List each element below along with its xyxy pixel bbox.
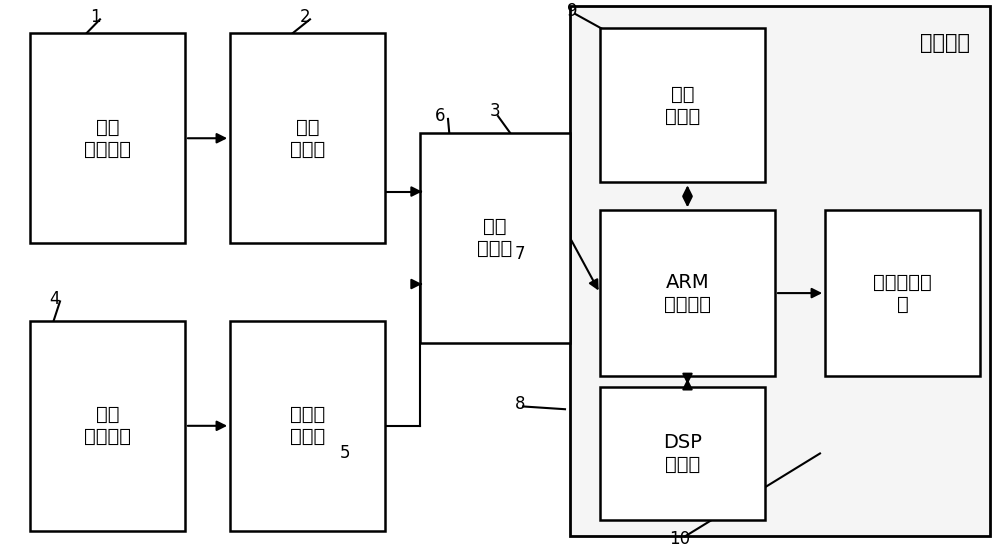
Text: 处理模块: 处理模块 xyxy=(920,33,970,53)
Text: 网络输出单
元: 网络输出单 元 xyxy=(873,273,932,314)
Bar xyxy=(30,33,185,243)
Text: 红外
光学系统: 红外 光学系统 xyxy=(84,118,131,159)
Text: 6: 6 xyxy=(435,107,445,125)
Text: 视频
编码器: 视频 编码器 xyxy=(665,85,700,126)
Text: 可见
光学系统: 可见 光学系统 xyxy=(84,405,131,446)
Bar xyxy=(600,28,765,182)
Text: 10: 10 xyxy=(669,530,691,548)
Text: ARM
主处理器: ARM 主处理器 xyxy=(664,273,711,314)
Text: 2: 2 xyxy=(300,8,310,25)
Text: 可见光
传感器: 可见光 传感器 xyxy=(290,405,325,446)
Bar xyxy=(570,6,990,536)
Bar xyxy=(825,210,980,376)
Bar xyxy=(30,321,185,531)
Text: 红外
探测器: 红外 探测器 xyxy=(290,118,325,159)
Bar xyxy=(600,210,775,376)
Text: 7: 7 xyxy=(515,246,525,263)
Text: 1: 1 xyxy=(90,8,100,25)
Text: 9: 9 xyxy=(567,2,577,20)
Text: 4: 4 xyxy=(50,290,60,307)
Bar xyxy=(600,387,765,520)
Text: 8: 8 xyxy=(515,395,525,413)
Text: 数据
采集器: 数据 采集器 xyxy=(477,217,513,258)
Text: DSP
处理器: DSP 处理器 xyxy=(663,433,702,474)
Bar xyxy=(230,321,385,531)
Text: 5: 5 xyxy=(340,445,350,462)
Bar xyxy=(420,133,570,343)
Bar xyxy=(230,33,385,243)
Text: 3: 3 xyxy=(490,102,500,119)
